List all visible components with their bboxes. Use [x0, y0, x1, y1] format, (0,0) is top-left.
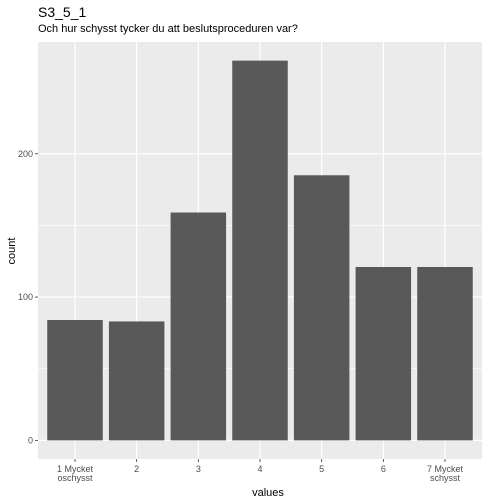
y-axis-title: count — [6, 238, 18, 265]
x-axis: 1 Mycket oschysst 2 3 4 5 6 7 Mycket schysst — [57, 459, 464, 483]
bar-3 — [170, 212, 227, 441]
bar-1 — [47, 320, 103, 441]
x-axis-title: values — [252, 487, 284, 499]
chart-title: S3_5_1 — [38, 4, 87, 20]
bars — [47, 60, 473, 441]
y-axis: 0 100 200 — [18, 149, 38, 445]
x-tick-label: 5 — [319, 464, 324, 474]
x-tick-label: 6 — [381, 464, 386, 474]
chart-subtitle: Och hur schysst tycker du att beslutspro… — [38, 23, 298, 35]
x-tick-label: 3 — [196, 464, 201, 474]
x-tick-label: 7 Mycket schysst — [427, 464, 464, 483]
bar-2 — [108, 321, 165, 441]
bar-6 — [355, 266, 412, 441]
bar-7 — [417, 266, 473, 441]
y-tick-label: 200 — [18, 149, 33, 159]
y-tick-label: 0 — [28, 435, 33, 445]
bar-4 — [232, 60, 288, 441]
x-tick-label: 2 — [134, 464, 139, 474]
x-tick-label: 1 Mycket oschysst — [57, 464, 94, 483]
y-tick-label: 100 — [18, 292, 33, 302]
x-tick-label: 4 — [257, 464, 262, 474]
bar-5 — [293, 175, 350, 441]
